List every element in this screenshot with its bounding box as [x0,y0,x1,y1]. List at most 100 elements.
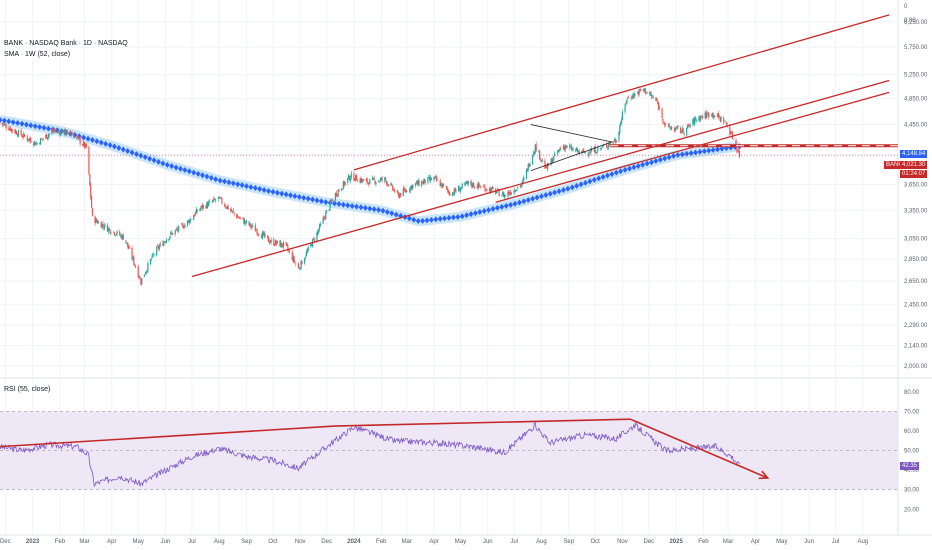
candle-body [571,148,573,151]
candle-body [503,194,506,198]
candle-body [673,128,675,131]
candle-body [77,136,79,138]
sma-point [503,202,509,209]
candle-body [589,152,591,154]
candle-body [325,212,327,220]
candle-body [157,245,160,249]
sma-point [336,201,342,208]
candle-body [54,131,57,132]
sma-point [428,216,434,223]
candle-body [304,256,307,258]
price-tick-label: 3,650.00 [904,182,928,188]
candle-body [101,223,103,229]
candle-body [335,192,337,197]
candle-body [9,127,12,131]
candle-body [256,230,258,235]
trend-drawings[interactable] [0,14,898,278]
candle-body [434,176,436,178]
candle-body [316,232,318,243]
candle-body [440,183,442,186]
candle-body [336,195,338,196]
channel-trendline [191,79,890,278]
time-tick-label: Sep [563,539,574,545]
candle-body [520,185,522,187]
sma-point [635,163,641,170]
candle-body [385,177,387,181]
candle-body [164,241,167,243]
candle-body [317,231,319,234]
candle-body [120,234,123,239]
candle-body [552,159,554,164]
candle-body [57,130,59,132]
symbol-title[interactable]: BANK · NASDAQ Bank · 1D · NASDAQ [4,40,128,47]
candle-body [291,251,293,261]
candle-body [465,181,467,184]
sma-point [274,189,280,196]
candle-body [324,217,326,219]
candle-body [184,224,186,228]
sma-point [6,118,12,125]
candle-body [638,89,640,95]
time-tick-label: Aug [857,539,868,545]
candle-body [657,102,660,110]
candle-body [516,189,518,191]
time-tick-label: Jul [188,539,196,545]
candle-body [100,221,102,228]
candle-body [122,234,124,240]
sma-point [613,169,619,176]
sma-point [499,203,505,210]
candle-body [146,271,148,272]
candle-body [276,240,278,244]
sma-point [19,120,25,127]
sma-legend[interactable]: SMA · 1W (52, close) [4,51,71,58]
candle-body [108,228,110,230]
candle-body [498,190,500,197]
candle-body [10,128,13,132]
time-tick-label: Apr [751,539,760,545]
candle-body [102,223,104,226]
candle-body [453,188,455,196]
candle-body [424,179,426,183]
candle-body [562,145,565,150]
candle-body [330,201,332,202]
candle-body [584,152,587,153]
candle-body [399,193,401,198]
candle-body [305,251,307,257]
candle-body [483,186,485,187]
sma-point [411,216,417,223]
candle-body [649,91,651,95]
candle-body [59,131,61,135]
candle-body [116,231,118,235]
candle-body [39,143,41,144]
candle-body [664,123,666,125]
candle-body [150,258,153,260]
candle-body [406,190,408,192]
candle-body [332,200,334,202]
candle-body [738,151,741,158]
sma-point [534,194,540,201]
candle-body [24,134,26,137]
candle-body [255,230,257,231]
rsi-legend[interactable]: RSI (55, close) [4,386,51,393]
candle-body [704,112,706,119]
candle-body [2,122,4,125]
candle-body [527,164,529,171]
candle-body [466,181,469,184]
candle-body [231,210,234,212]
candle-body [371,177,374,180]
candle-body [243,219,245,224]
candle-body [84,143,86,148]
sma-point [420,217,425,224]
candle-body [714,116,716,118]
candle-body [517,187,519,189]
candle-body [341,188,344,190]
candle-body [176,228,178,230]
candle-body [613,142,615,144]
candle-body [485,189,487,191]
candle-body [535,144,537,152]
candle-body [644,88,646,94]
candle-body [279,240,281,247]
candle-body [293,256,295,262]
time-tick-label: Mar [402,539,412,545]
